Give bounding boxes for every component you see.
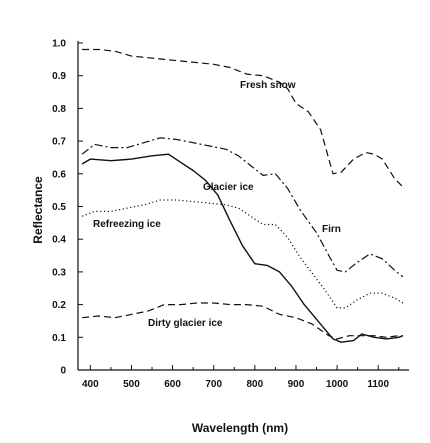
- y-tick-label: 0.8: [52, 104, 66, 115]
- x-tick-label: 400: [82, 379, 99, 390]
- series-labels: Fresh snow Firn Glacier ice Refreezing ice D…: [93, 80, 341, 329]
- y-axis-title: Reflectance: [31, 176, 45, 244]
- y-tick-label: 0.6: [52, 169, 66, 180]
- y-tick-label: 1.0: [52, 39, 66, 50]
- x-tick-label: 800: [246, 379, 263, 390]
- x-tick-label: 900: [288, 379, 305, 390]
- y-tick-label: 0.9: [52, 71, 66, 82]
- series-line-firn: [81, 137, 404, 278]
- x-tick-label: 1000: [326, 379, 349, 390]
- y-tick-label: 0.5: [52, 202, 66, 213]
- y-tick-label: 0.7: [52, 137, 66, 148]
- series-line-dirty-glacier-ice: [82, 302, 403, 340]
- ticks: 0 0.1 0.2 0.3 0.4 0.5 0.6 0.7 0.8 0.9 1.0 400 500 600…: [52, 39, 400, 390]
- series-label-firn: Firn: [322, 224, 341, 235]
- series-line-refreezing-ice: [81, 199, 404, 309]
- x-tick-label: 500: [123, 379, 140, 390]
- x-tick-label: 1100: [367, 379, 389, 390]
- y-tick-label: 0.2: [52, 300, 66, 311]
- series-line-fresh-snow: [82, 48, 404, 188]
- axes: [77, 41, 409, 371]
- y-tick-label: 0.1: [52, 333, 66, 344]
- series-lines: [81, 48, 404, 343]
- series-label-fresh-snow: Fresh snow: [240, 80, 296, 91]
- y-tick-label: 0.4: [52, 235, 66, 246]
- x-axis-title: Wavelength (nm): [192, 421, 288, 435]
- x-tick-label: 600: [164, 379, 181, 390]
- series-label-dirty-glacier-ice: Dirty glacier ice: [148, 318, 223, 329]
- y-tick-label: 0: [60, 366, 66, 377]
- y-tick-label: 0.3: [52, 267, 66, 278]
- x-tick-label: 700: [205, 379, 222, 390]
- series-label-glacier-ice: Glacier ice: [203, 182, 254, 193]
- series-label-refreezing-ice: Refreezing ice: [93, 219, 161, 230]
